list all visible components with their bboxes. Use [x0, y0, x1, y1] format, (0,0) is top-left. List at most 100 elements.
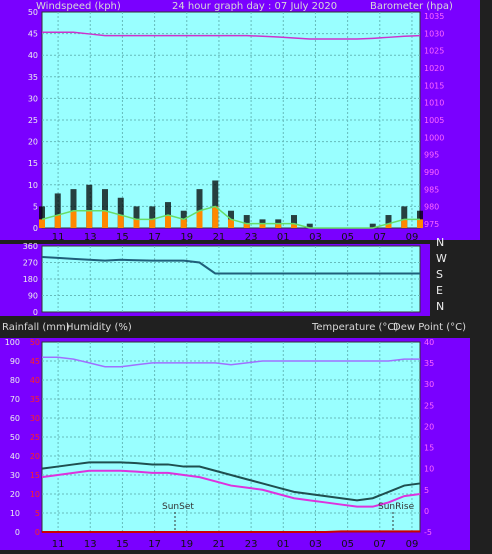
wind-average-bar [385, 223, 392, 228]
humidity-line [42, 356, 420, 368]
wind-average-line [41, 205, 420, 229]
wind-average-bar [133, 219, 140, 228]
direction-tick-label: 270 [23, 259, 38, 268]
gust-bar [369, 223, 376, 228]
wind-average-bar [401, 219, 408, 228]
climate-time-tick-label: 03 [309, 539, 322, 550]
humidity-tick-label: 90 [10, 357, 20, 366]
climate-series [41, 356, 421, 533]
barometer-tick-label: 975 [424, 220, 439, 229]
sunset-label: SunSet [162, 502, 194, 512]
gust-bar [54, 193, 61, 228]
rainfall-tick-label: 30 [30, 414, 40, 423]
wind-average-bar [417, 219, 423, 228]
wind-time-tick-label: 15 [116, 232, 129, 243]
temperature-axis: 40 35 30 25 20 15 10 5 0 -5 [424, 338, 434, 537]
humidity-tick-label: 30 [10, 471, 20, 480]
wind-direction-line [41, 256, 420, 275]
temperature-tick-label: 35 [424, 359, 434, 368]
rainfall-tick-label: 5 [35, 509, 40, 518]
compass-label: S [436, 268, 443, 281]
humidity-tick-label: 20 [10, 490, 20, 499]
gust-bar [133, 206, 140, 228]
temperature-tick-label: 30 [424, 380, 434, 389]
temperature-line [41, 461, 421, 502]
climate-time-tick-label: 01 [277, 539, 290, 550]
gust-bar [291, 215, 297, 228]
windspeed-tick-label: 50 [28, 8, 38, 17]
wind-average-bar [275, 223, 282, 228]
barometer-tick-label: 1010 [424, 99, 444, 108]
barometer-line [42, 31, 421, 40]
compass-label: E [436, 284, 443, 297]
rainfall-tick-label: 20 [30, 452, 40, 461]
direction-axis: 360 270 180 90 0 [23, 242, 38, 317]
wind-average-bar [86, 210, 93, 228]
wind-average-bar [165, 215, 171, 228]
windspeed-tick-label: 15 [28, 159, 38, 168]
gust-bar [243, 215, 250, 228]
temperature-tick-label: 20 [424, 422, 434, 431]
rainfall-tick-label: 25 [30, 433, 40, 442]
wind-time-tick-label: 17 [148, 232, 161, 243]
climate-time-tick-label: 07 [373, 539, 386, 550]
sunrise-label: SunRise [378, 502, 415, 512]
windspeed-title: Windspeed (kph) [36, 1, 121, 12]
wind-time-tick-label: 11 [52, 232, 65, 243]
wind-time-tick-label: 21 [213, 232, 226, 243]
wind-average-bar [117, 215, 124, 228]
wind-grid [42, 12, 420, 228]
wind-average-bar [291, 223, 297, 228]
temperature-tick-label: 40 [424, 338, 434, 347]
wind-average-bar [228, 219, 234, 228]
climate-time-tick-label: 17 [148, 539, 161, 550]
humidity-tick-label: 60 [10, 414, 20, 423]
windspeed-tick-label: 25 [28, 116, 38, 125]
windspeed-tick-label: 0 [33, 224, 38, 233]
wind-series [39, 31, 423, 229]
humidity-tick-label: 10 [10, 509, 20, 518]
wind-time-tick-label: 09 [406, 232, 419, 243]
temperature-tick-label: 10 [424, 465, 434, 474]
windspeed-tick-label: 5 [33, 202, 38, 211]
climate-time-tick-label: 05 [341, 539, 354, 550]
barometer-tick-label: 1025 [424, 47, 444, 56]
direction-tick-label: 360 [23, 242, 38, 251]
humidity-tick-label: 70 [10, 395, 20, 404]
temperature-tick-label: 0 [424, 507, 429, 516]
windspeed-tick-label: 45 [28, 30, 38, 39]
windspeed-tick-label: 20 [28, 138, 38, 147]
barometer-title: Barometer (hpa) [370, 1, 453, 12]
climate-time-tick-label: 23 [245, 539, 258, 550]
barometer-tick-label: 980 [424, 203, 439, 212]
wind-average-bar [196, 210, 203, 228]
compass-label: W [436, 252, 447, 265]
direction-grid [42, 246, 420, 312]
barometer-axis: 1035 1030 1025 1020 1015 1010 1005 1000 995 990 98… [424, 12, 444, 229]
wind-average-bar [259, 223, 266, 228]
wind-average-bar [243, 223, 250, 228]
dewpoint-title: Dew Point (°C) [393, 322, 466, 333]
windspeed-tick-label: 30 [28, 94, 38, 103]
windspeed-tick-label: 35 [28, 73, 38, 82]
barometer-tick-label: 1035 [424, 12, 444, 21]
gust-bar [212, 180, 219, 228]
direction-series [41, 256, 420, 275]
gust-bar [196, 189, 203, 228]
rainfall-tick-label: 50 [30, 338, 40, 347]
gust-bar [102, 189, 108, 228]
wind-time-tick-label: 23 [245, 232, 258, 243]
humidity-tick-label: 80 [10, 376, 20, 385]
humidity-tick-label: 0 [15, 528, 20, 537]
wind-average-bar [149, 219, 156, 228]
barometer-tick-label: 985 [424, 185, 439, 194]
wind-average-bar [212, 206, 219, 228]
wind-time-tick-label: 07 [373, 232, 386, 243]
climate-time-tick-label: 21 [213, 539, 226, 550]
climate-time-tick-label: 15 [116, 539, 129, 550]
rainfall-tick-label: 0 [35, 528, 40, 537]
